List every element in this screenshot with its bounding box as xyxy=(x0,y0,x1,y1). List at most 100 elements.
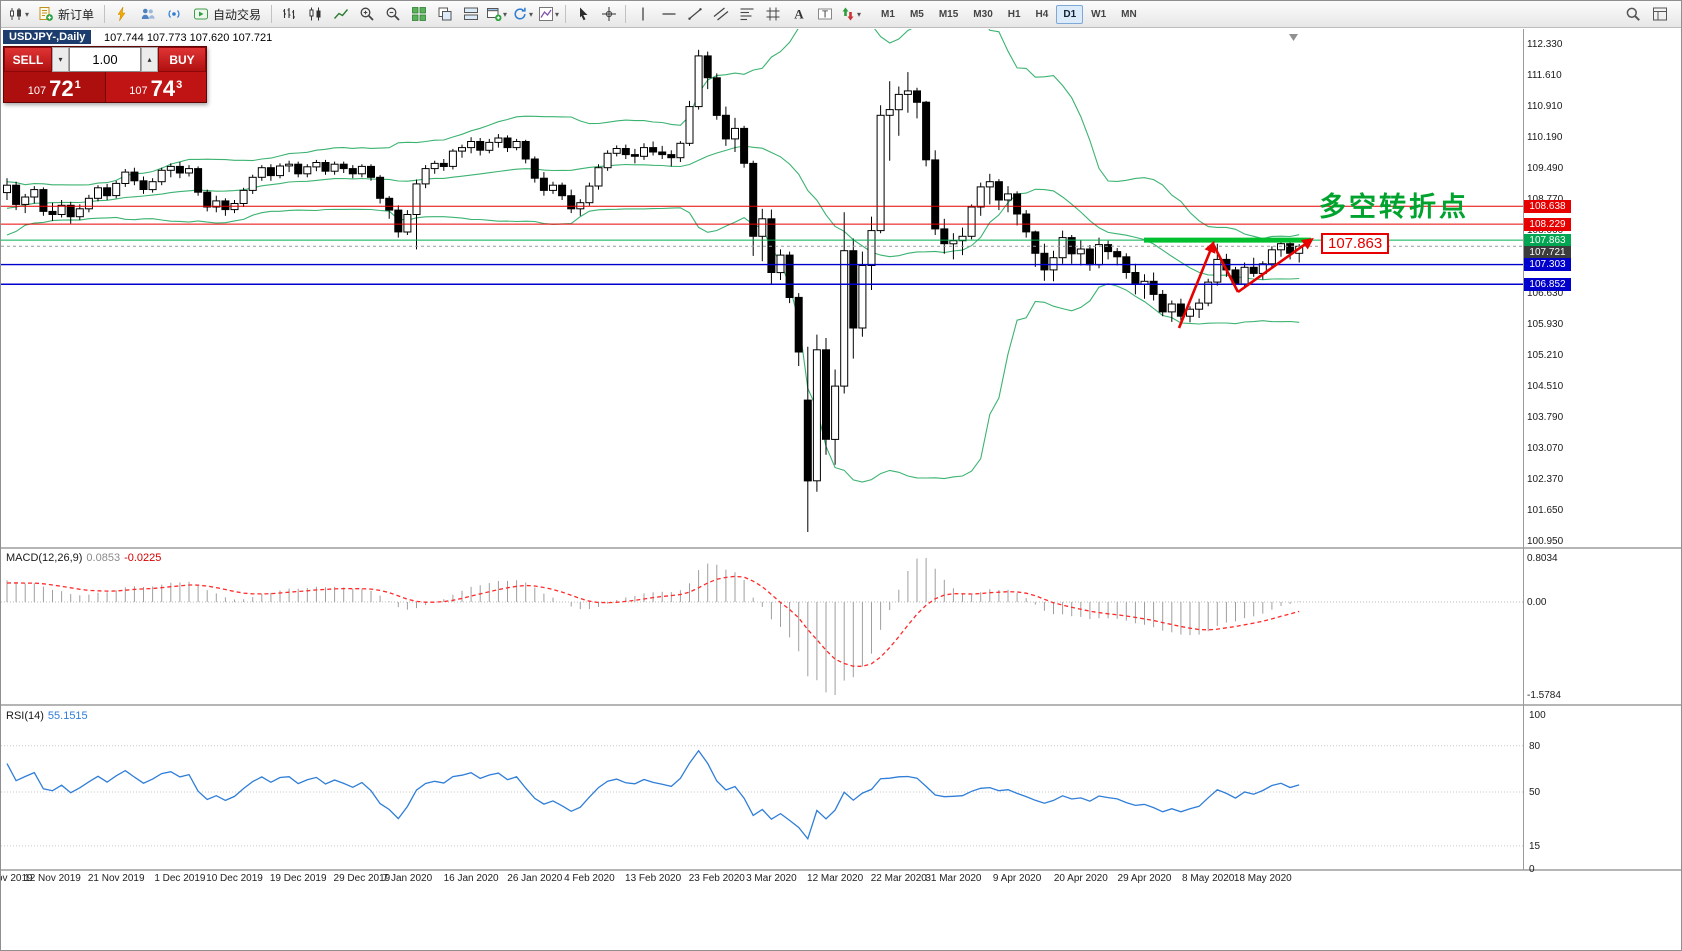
axis-divider xyxy=(1,869,1681,871)
macd-panel-canvas[interactable] xyxy=(1,550,1523,704)
line-price-label: 106.852 xyxy=(1524,277,1571,291)
chart-ohlc-values: 107.744 107.773 107.620 107.721 xyxy=(104,32,273,44)
timeframe-M5[interactable]: M5 xyxy=(909,8,924,20)
timeframe-group: M1 M5 M15 M30 H1 H4 D1 W1 MN xyxy=(874,4,1144,24)
broadcast-icon xyxy=(166,6,182,22)
text-button[interactable]: A xyxy=(786,2,811,26)
date-axis-label: 12 Nov 2019 xyxy=(24,873,81,884)
price-tick-label: 103.070 xyxy=(1527,443,1564,455)
arrows-button[interactable]: ▾ xyxy=(838,2,863,26)
date-axis-label: 12 Mar 2020 xyxy=(807,873,864,884)
trend-arrows[interactable] xyxy=(1177,237,1314,329)
timeframe-D1[interactable]: D1 xyxy=(1056,4,1084,24)
price-axis-line[interactable] xyxy=(1523,29,1524,870)
new-order-label: 新订单 xyxy=(58,7,95,22)
price-tick-label: 101.650 xyxy=(1527,505,1564,517)
volume-decrease-icon[interactable]: ▾ xyxy=(52,47,69,72)
macd-scale-max: 0.8034 xyxy=(1527,553,1558,564)
trendline-button[interactable] xyxy=(682,2,707,26)
zoom-in-button[interactable] xyxy=(354,2,379,26)
bollinger-bands xyxy=(6,29,1300,483)
macd-label: MACD(12,26,9) xyxy=(6,552,83,564)
panel-divider[interactable] xyxy=(1,547,1681,549)
panels-button[interactable] xyxy=(1647,2,1672,26)
buy-price-pips: 74 xyxy=(150,76,176,101)
date-axis-label: 5 Nov 2019 xyxy=(1,873,33,884)
zoom-in-icon xyxy=(359,6,375,22)
line-price-label: 108.229 xyxy=(1524,217,1571,231)
date-axis-label: 19 Dec 2019 xyxy=(269,873,327,884)
trendline-icon xyxy=(687,6,703,22)
template-button[interactable]: ▾ xyxy=(536,2,561,26)
new-window-button[interactable]: ▾ xyxy=(484,2,509,26)
price-tick-label: 109.490 xyxy=(1527,163,1564,175)
fibonacci-icon xyxy=(739,6,755,22)
buy-price[interactable]: 107 74 3 xyxy=(105,72,206,102)
new-chart-button[interactable]: ▾ xyxy=(6,2,31,26)
sell-button[interactable]: SELL xyxy=(4,47,52,72)
timeframe-MN[interactable]: MN xyxy=(1121,8,1137,20)
chart-shift-marker[interactable] xyxy=(1289,34,1298,41)
line-price-label: 108.638 xyxy=(1524,199,1571,213)
channel-button[interactable] xyxy=(708,2,733,26)
line-chart-button[interactable] xyxy=(328,2,353,26)
timeframe-W1[interactable]: W1 xyxy=(1091,8,1107,20)
price-tick-label: 110.910 xyxy=(1527,101,1563,113)
sell-price[interactable]: 107 72 1 xyxy=(4,72,106,102)
timeframe-M15[interactable]: M15 xyxy=(938,8,959,20)
timeframe-H1[interactable]: H1 xyxy=(1007,8,1021,20)
autotrade-button[interactable]: 自动交易 xyxy=(187,2,267,26)
label-button[interactable]: T xyxy=(812,2,837,26)
date-axis-label: 26 Jan 2020 xyxy=(507,873,563,884)
date-axis-label: 20 Apr 2020 xyxy=(1053,873,1108,884)
new-order-button[interactable]: 新订单 xyxy=(32,2,100,26)
panel-divider[interactable] xyxy=(1,704,1681,706)
users-button[interactable] xyxy=(135,2,160,26)
crosshair-button[interactable] xyxy=(596,2,621,26)
candles xyxy=(3,49,1304,532)
buy-price-sup: 3 xyxy=(176,79,183,91)
toolbar-right-group xyxy=(1620,2,1676,26)
volume-increase-icon[interactable]: ▴ xyxy=(141,47,158,72)
buy-button[interactable]: BUY xyxy=(158,47,206,72)
chart-window[interactable]: 112.330 111.610 110.910 110.190 109.490 108.7… xyxy=(1,28,1681,950)
tile-windows-icon xyxy=(411,6,427,22)
candlestick-button[interactable] xyxy=(302,2,327,26)
macd-scale-min: -1.5784 xyxy=(1527,690,1561,701)
timeframe-M30[interactable]: M30 xyxy=(973,8,993,20)
search-button[interactable] xyxy=(1620,2,1645,26)
grid-icon xyxy=(765,6,781,22)
refresh-button[interactable]: ▾ xyxy=(510,2,535,26)
panels-icon xyxy=(1652,6,1668,22)
candlestick-icon xyxy=(307,6,323,22)
macd-scale-zero: 0.00 xyxy=(1527,597,1547,608)
timeframe-H4[interactable]: H4 xyxy=(1035,8,1049,20)
cursor-button[interactable] xyxy=(570,2,595,26)
fibonacci-button[interactable] xyxy=(734,2,759,26)
vertical-line-button[interactable] xyxy=(630,2,655,26)
rsi-panel-canvas[interactable] xyxy=(1,707,1523,869)
cascade-button[interactable] xyxy=(432,2,457,26)
broadcast-button[interactable] xyxy=(161,2,186,26)
timeframe-M1[interactable]: M1 xyxy=(881,8,895,20)
tile-windows-button[interactable] xyxy=(406,2,431,26)
line-price-label: 107.863 xyxy=(1524,233,1571,247)
label-icon: T xyxy=(817,6,833,22)
date-axis-label: 22 Mar 2020 xyxy=(870,873,927,884)
date-axis-label: 3 Mar 2020 xyxy=(746,873,797,884)
zoom-out-button[interactable] xyxy=(380,2,405,26)
arrange-button[interactable] xyxy=(458,2,483,26)
rsi-value: 55.1515 xyxy=(47,710,88,722)
bar-chart-button[interactable] xyxy=(276,2,301,26)
rsi-scale-label: 100 xyxy=(1529,710,1546,721)
main-toolbar: ▾ 新订单 自动交易 ▾ ▾ ▾ A T ▾ M1 M5 M15 M30 H1 H4 D1 W1 MN xyxy=(1,1,1681,28)
date-axis-label: 9 Apr 2020 xyxy=(992,873,1042,884)
grid-button[interactable] xyxy=(760,2,785,26)
dropdown-arrow-icon: ▾ xyxy=(529,9,534,19)
price-chart-canvas[interactable] xyxy=(1,29,1523,548)
date-axis-label: 1 Dec 2019 xyxy=(154,873,206,884)
lightning-button[interactable] xyxy=(109,2,134,26)
horizontal-line-button[interactable] xyxy=(656,2,681,26)
volume-input[interactable] xyxy=(69,47,141,72)
line-chart-icon xyxy=(333,6,349,22)
